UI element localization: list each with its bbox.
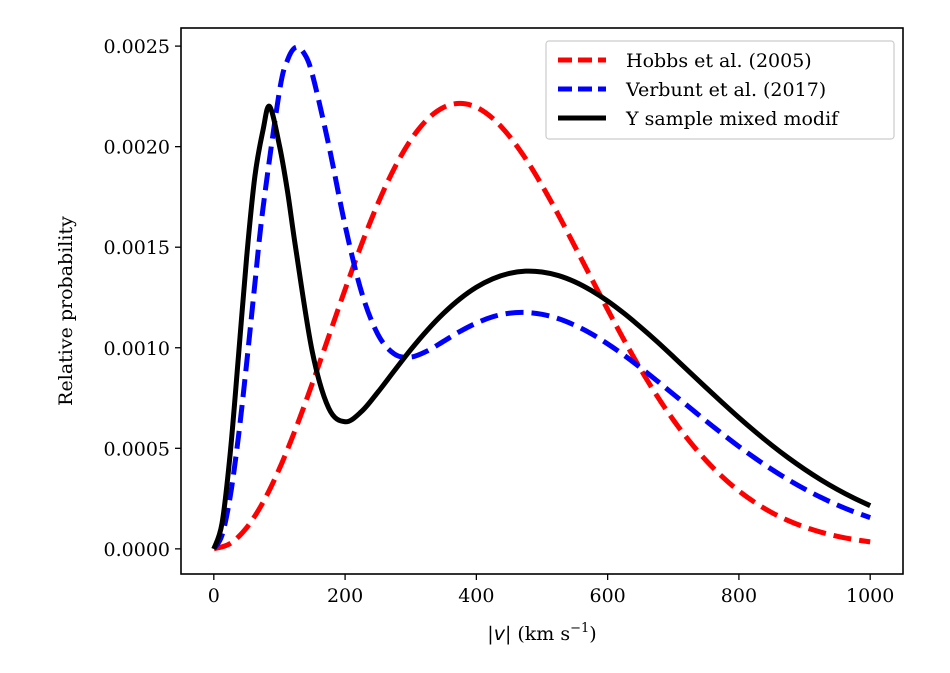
series-layer [211,44,872,552]
x-axis-label-mid: | (km s [505,623,570,645]
x-axis-ticks: 0 200 400 600 800 1000 [208,574,894,607]
x-axis-label-post: ) [589,623,596,645]
x-axis-label-sup: −1 [570,621,589,636]
legend-label: Verbunt et al. (2017) [625,79,826,101]
x-axis-label-var: v [494,623,506,645]
x-tick-label: 1000 [846,585,894,607]
series-line-3 [211,103,872,550]
axes-frame [180,27,904,575]
y-axis-label: Relative probability [55,216,77,406]
legend-item: Y sample mixed modif [558,108,840,130]
x-axis-label-pre: | [487,623,493,645]
x-tick-label: 400 [458,585,494,607]
y-tick-label: 0.0005 [104,438,170,460]
y-tick-label: 0.0015 [104,237,170,259]
legend-box [545,40,895,140]
x-tick-label: 200 [327,585,363,607]
x-tick-label: 0 [208,585,220,607]
y-axis-ticks: 0.0000 0.0005 0.0010 0.0015 0.0020 0.0025 [104,36,181,561]
series-line-1 [213,100,871,552]
y-tick-label: 0.0025 [104,36,170,58]
legend-item: Hobbs et al. (2005) [558,50,812,72]
y-tick-label: 0.0010 [104,338,170,360]
legend-label: Y sample mixed modif [625,108,840,130]
legend: Hobbs et al. (2005) Verbunt et al. (2017)… [545,40,895,140]
x-tick-label: 800 [721,585,757,607]
y-tick-label: 0.0020 [104,137,170,159]
series-line-2 [211,44,872,551]
legend-label: Hobbs et al. (2005) [626,50,812,72]
y-tick-label: 0.0000 [104,539,170,561]
x-axis-label: |v| (km s−1) [487,621,596,645]
legend-item: Verbunt et al. (2017) [558,79,826,101]
x-tick-label: 600 [590,585,626,607]
